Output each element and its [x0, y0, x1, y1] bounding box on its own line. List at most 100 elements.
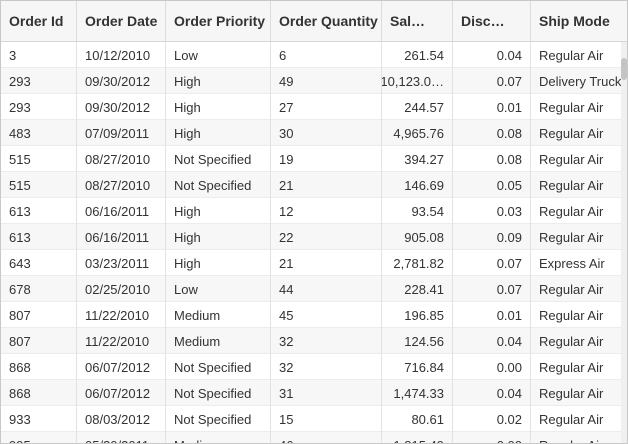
cell-order-date[interactable]: 11/22/2010 — [77, 328, 166, 354]
cell-order-quantity[interactable]: 31 — [271, 380, 382, 406]
cell-order-priority[interactable]: High — [166, 250, 271, 276]
cell-order-priority[interactable]: Not Specified — [166, 406, 271, 432]
cell-ship-mode[interactable]: Delivery Truck — [539, 73, 621, 89]
cell-order-id[interactable]: 483 — [1, 120, 77, 146]
cell-discount[interactable]: 0.09 — [453, 224, 531, 250]
cell-ship-mode[interactable]: Regular Air — [539, 99, 604, 115]
cell-order-priority[interactable]: Medium — [166, 432, 271, 443]
cell-sales[interactable]: 93.54 — [382, 198, 453, 224]
table-row[interactable]: 807 11/22/2010 Medium 45 196.85 0.01 Regular A… — [1, 302, 621, 328]
cell-sales[interactable]: 146.69 — [382, 172, 453, 198]
cell-ship-mode[interactable]: Regular Air — [539, 281, 604, 297]
cell-discount[interactable]: 0.08 — [453, 120, 531, 146]
table-row[interactable]: 613 06/16/2011 High 12 93.54 0.03 Regular Air — [1, 198, 621, 224]
cell-order-priority[interactable]: High — [166, 94, 271, 120]
cell-order-id[interactable]: 515 — [1, 146, 77, 172]
cell-discount[interactable]: 0.00 — [453, 354, 531, 380]
scrollbar-thumb[interactable] — [621, 58, 627, 80]
cell-order-priority[interactable]: Not Specified — [166, 172, 271, 198]
cell-order-priority[interactable]: High — [166, 120, 271, 146]
cell-order-quantity[interactable]: 27 — [271, 94, 382, 120]
cell-order-quantity[interactable]: 45 — [271, 302, 382, 328]
cell-sales[interactable]: 4,965.76 — [382, 120, 453, 146]
column-header-order-priority[interactable]: Order Priority — [166, 1, 271, 41]
cell-sales[interactable]: 716.84 — [382, 354, 453, 380]
cell-sales[interactable]: 228.41 — [382, 276, 453, 302]
column-header-discount[interactable]: Disc… — [453, 1, 531, 41]
table-row[interactable]: 515 08/27/2010 Not Specified 21 146.69 0.05 Re… — [1, 172, 621, 198]
column-header-order-id[interactable]: Order Id — [1, 1, 77, 41]
cell-ship-mode[interactable]: Regular Air — [539, 203, 604, 219]
cell-order-id[interactable]: 995 — [1, 432, 77, 443]
table-row[interactable]: 868 06/07/2012 Not Specified 32 716.84 0.00 Re… — [1, 354, 621, 380]
cell-discount[interactable]: 0.07 — [453, 68, 531, 94]
cell-discount[interactable]: 0.00 — [453, 432, 531, 443]
column-header-sales[interactable]: Sal… — [382, 1, 453, 41]
cell-discount[interactable]: 0.01 — [453, 94, 531, 120]
cell-order-priority[interactable]: Not Specified — [166, 380, 271, 406]
cell-sales[interactable]: 394.27 — [382, 146, 453, 172]
vertical-scrollbar[interactable] — [621, 42, 627, 443]
cell-discount[interactable]: 0.03 — [453, 198, 531, 224]
cell-ship-mode[interactable]: Regular Air — [539, 307, 604, 323]
cell-order-id[interactable]: 293 — [1, 68, 77, 94]
cell-sales[interactable]: 905.08 — [382, 224, 453, 250]
cell-sales[interactable]: 244.57 — [382, 94, 453, 120]
cell-sales[interactable]: 2,781.82 — [382, 250, 453, 276]
table-row[interactable]: 613 06/16/2011 High 22 905.08 0.09 Regular Air — [1, 224, 621, 250]
cell-order-priority[interactable]: Not Specified — [166, 146, 271, 172]
cell-discount[interactable]: 0.07 — [453, 276, 531, 302]
cell-sales[interactable]: 1,474.33 — [382, 380, 453, 406]
cell-order-id[interactable]: 678 — [1, 276, 77, 302]
cell-discount[interactable]: 0.02 — [453, 406, 531, 432]
cell-order-date[interactable]: 06/07/2012 — [77, 354, 166, 380]
cell-discount[interactable]: 0.05 — [453, 172, 531, 198]
cell-order-quantity[interactable]: 21 — [271, 250, 382, 276]
cell-order-date[interactable]: 09/30/2012 — [77, 68, 166, 94]
cell-order-priority[interactable]: High — [166, 68, 271, 94]
cell-order-id[interactable]: 807 — [1, 302, 77, 328]
cell-ship-mode[interactable]: Regular Air — [539, 47, 604, 63]
cell-order-id[interactable]: 613 — [1, 224, 77, 250]
cell-order-date[interactable]: 08/27/2010 — [77, 172, 166, 198]
cell-sales[interactable]: 10,123.0… — [382, 68, 453, 94]
cell-order-quantity[interactable]: 46 — [271, 432, 382, 443]
cell-order-priority[interactable]: Low — [166, 276, 271, 302]
table-row[interactable]: 678 02/25/2010 Low 44 228.41 0.07 Regular Air — [1, 276, 621, 302]
cell-order-quantity[interactable]: 15 — [271, 406, 382, 432]
cell-order-quantity[interactable]: 32 — [271, 328, 382, 354]
cell-ship-mode[interactable]: Express Air — [539, 255, 605, 271]
cell-order-date[interactable]: 08/03/2012 — [77, 406, 166, 432]
cell-ship-mode[interactable]: Regular Air — [539, 359, 604, 375]
cell-order-priority[interactable]: High — [166, 224, 271, 250]
cell-discount[interactable]: 0.04 — [453, 328, 531, 354]
cell-ship-mode[interactable]: Regular Air — [539, 333, 604, 349]
cell-order-id[interactable]: 643 — [1, 250, 77, 276]
cell-order-id[interactable]: 868 — [1, 354, 77, 380]
cell-ship-mode[interactable]: Regular Air — [539, 385, 604, 401]
table-row[interactable]: 293 09/30/2012 High 49 10,123.0… 0.07 Delivery… — [1, 68, 621, 94]
cell-ship-mode[interactable]: Regular Air — [539, 151, 604, 167]
cell-order-date[interactable]: 06/07/2012 — [77, 380, 166, 406]
table-row[interactable]: 293 09/30/2012 High 27 244.57 0.01 Regular Air — [1, 94, 621, 120]
cell-ship-mode[interactable]: Regular Air — [539, 229, 604, 245]
cell-order-id[interactable]: 807 — [1, 328, 77, 354]
table-row[interactable]: 99505/30/2011Medium461,815.490.00Regular… — [1, 432, 621, 443]
table-row[interactable]: 643 03/23/2011 High 21 2,781.82 0.07 Express A… — [1, 250, 621, 276]
cell-sales[interactable]: 124.56 — [382, 328, 453, 354]
cell-order-quantity[interactable]: 21 — [271, 172, 382, 198]
cell-order-quantity[interactable]: 49 — [271, 68, 382, 94]
cell-ship-mode[interactable]: Regular Air — [539, 411, 604, 427]
cell-order-id[interactable]: 293 — [1, 94, 77, 120]
cell-order-quantity[interactable]: 22 — [271, 224, 382, 250]
cell-order-quantity[interactable]: 44 — [271, 276, 382, 302]
cell-order-priority[interactable]: Low — [166, 42, 271, 68]
cell-order-date[interactable]: 05/30/2011 — [77, 432, 166, 443]
cell-order-date[interactable]: 09/30/2012 — [77, 94, 166, 120]
cell-order-priority[interactable]: High — [166, 198, 271, 224]
cell-order-id[interactable]: 3 — [1, 42, 77, 68]
cell-discount[interactable]: 0.04 — [453, 380, 531, 406]
cell-ship-mode[interactable]: Regular Air — [539, 125, 604, 141]
table-row[interactable]: 483 07/09/2011 High 30 4,965.76 0.08 Regular A… — [1, 120, 621, 146]
cell-order-date[interactable]: 03/23/2011 — [77, 250, 166, 276]
